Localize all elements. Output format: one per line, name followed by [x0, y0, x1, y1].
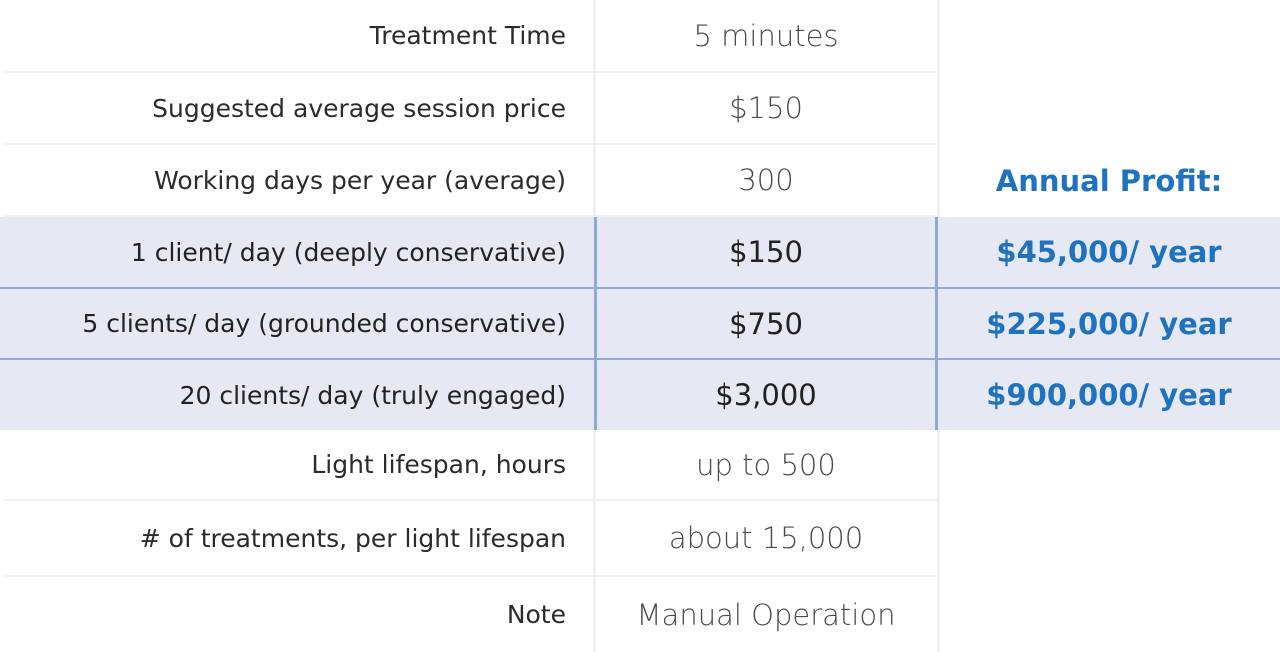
row-label: # of treatments, per light lifespan — [4, 501, 594, 577]
row-value: up to 500 — [594, 430, 938, 501]
row-value: $3,000 — [594, 360, 938, 430]
row-value: Manual Operation — [636, 597, 896, 632]
row-profit: $900,000/ year — [986, 378, 1232, 412]
row-label: 5 clients/ day (grounded conservative) — [82, 309, 566, 338]
row-value: about 15,000 — [594, 501, 938, 577]
row-label: Treatment Time — [4, 0, 594, 73]
row-value: $150 — [594, 73, 938, 145]
row-value: 5 minutes — [594, 0, 938, 73]
row-value: $150 — [594, 217, 938, 287]
table-row-highlight: 20 clients/ day (truly engaged) $3,000 $… — [0, 360, 1280, 430]
table-row: Note Manual Operation — [0, 577, 1280, 652]
row-label: 20 clients/ day (truly engaged) — [179, 380, 566, 410]
row-value: $750 — [594, 289, 938, 358]
table-row: Suggested average session price $150 — [0, 73, 1280, 145]
row-profit: $45,000/ year — [996, 235, 1222, 269]
row-label: Light lifespan, hours — [4, 430, 594, 501]
table-row: # of treatments, per light lifespan abou… — [0, 501, 1280, 577]
row-value: 300 — [594, 145, 938, 217]
row-label: Suggested average session price — [4, 73, 594, 145]
table-row-highlight: 1 client/ day (deeply conservative) $150… — [0, 217, 1280, 289]
table-row: Light lifespan, hours up to 500 — [0, 430, 1280, 501]
row-label: Note — [506, 600, 566, 629]
table-row-highlight: 5 clients/ day (grounded conservative) $… — [0, 289, 1280, 360]
table-row: Working days per year (average) 300 Annu… — [0, 145, 1280, 217]
row-label: Working days per year (average) — [4, 145, 594, 217]
annual-profit-header: Annual Profit: — [995, 164, 1223, 198]
table-row: Treatment Time 5 minutes — [0, 0, 1280, 73]
row-label: 1 client/ day (deeply conservative) — [130, 237, 566, 267]
row-profit: $225,000/ year — [986, 306, 1232, 341]
